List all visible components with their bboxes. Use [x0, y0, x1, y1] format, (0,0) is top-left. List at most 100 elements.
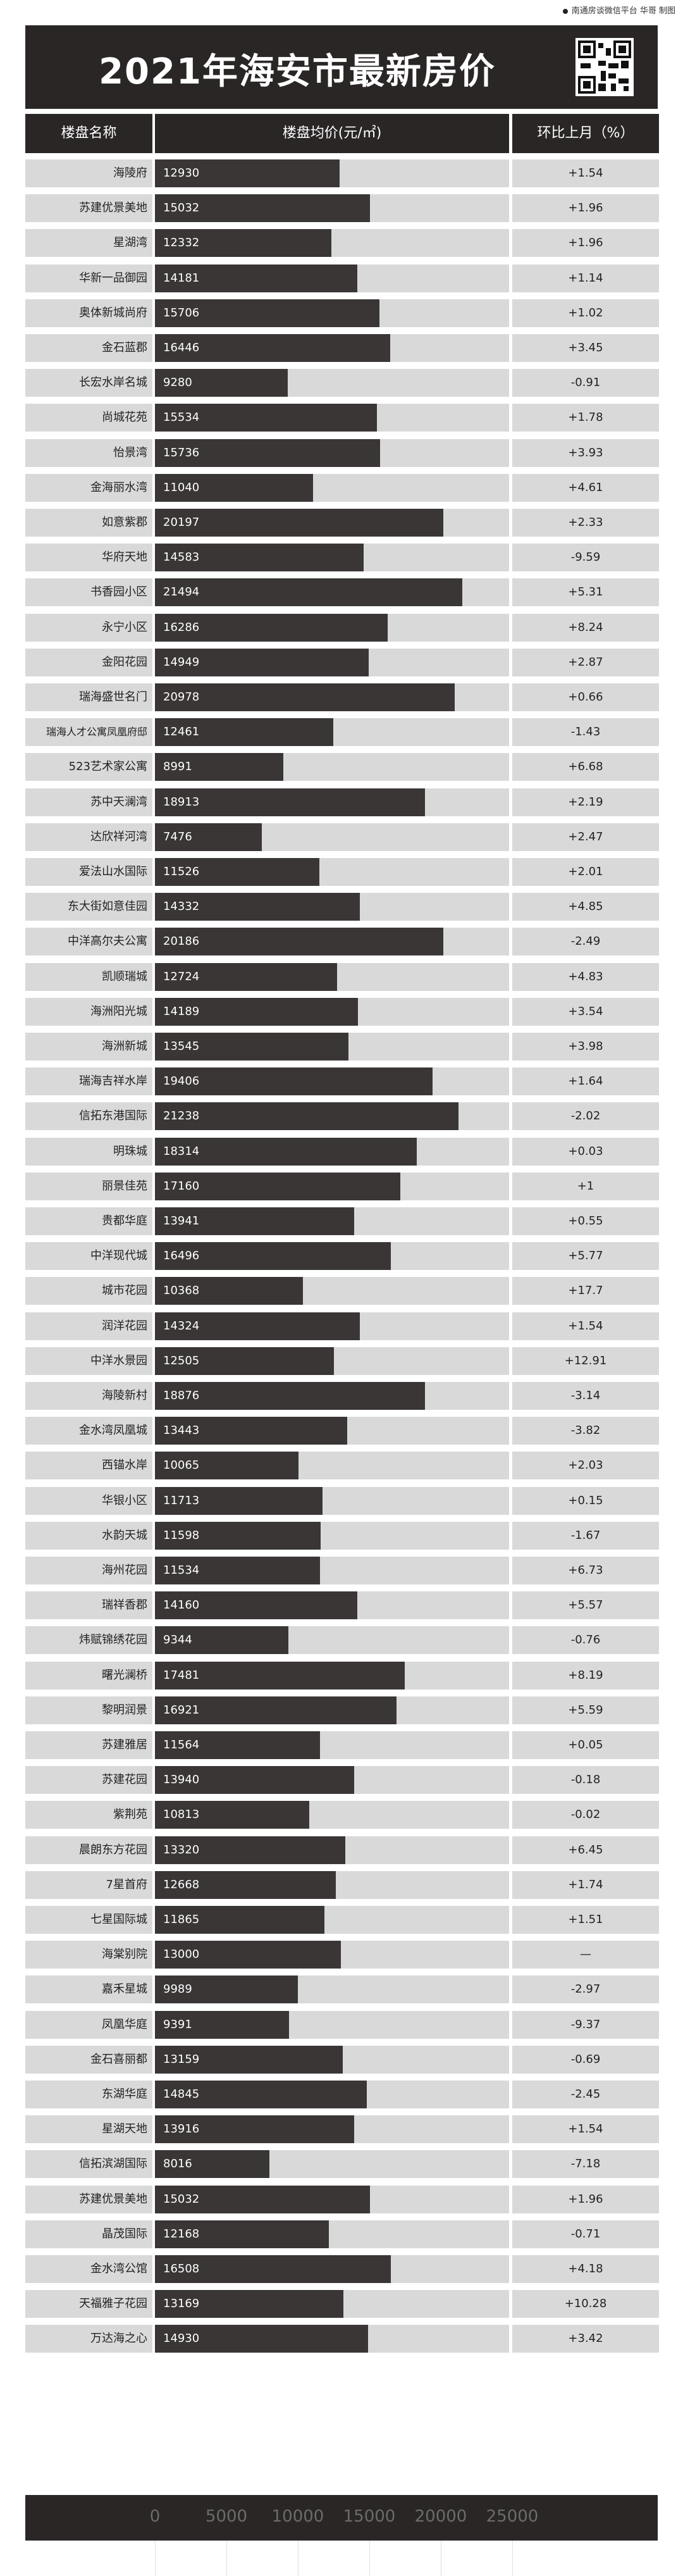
row-name: 523艺术家公寓 — [25, 753, 152, 781]
price-bar — [155, 649, 369, 676]
column-header-price: 楼盘均价(元/㎡) — [155, 114, 509, 153]
row-name: 东大街如意佳园 — [25, 893, 152, 921]
row-name: 苏建雅居 — [25, 1731, 152, 1759]
bar-value-label: 18913 — [163, 795, 200, 809]
change-value: +1.54 — [512, 159, 659, 187]
row-name: 7星首府 — [25, 1871, 152, 1899]
row-name: 润洋花园 — [25, 1312, 152, 1340]
price-bar — [155, 1207, 354, 1235]
bar-value-label: 8016 — [163, 2157, 192, 2170]
row-name: 中洋高尔夫公寓 — [25, 928, 152, 955]
row-name: 长宏水岸名城 — [25, 369, 152, 397]
row-name: 金阳花园 — [25, 649, 152, 676]
price-bar — [155, 1801, 309, 1829]
change-value: +1.96 — [512, 2186, 659, 2213]
row-name: 苏建优景美地 — [25, 194, 152, 222]
bar-value-label: 14189 — [163, 1005, 200, 1018]
change-value: +1.78 — [512, 404, 659, 432]
change-value: +6.73 — [512, 1557, 659, 1584]
row-name: 如意紫郡 — [25, 509, 152, 537]
change-value: +6.68 — [512, 753, 659, 781]
change-value: -7.18 — [512, 2150, 659, 2178]
price-bar — [155, 1277, 303, 1305]
bar-value-label: 14930 — [163, 2332, 200, 2345]
change-value: +1.96 — [512, 194, 659, 222]
row-name: 明珠城 — [25, 1138, 152, 1166]
bar-value-label: 10813 — [163, 1808, 200, 1821]
bar-value-label: 15032 — [163, 201, 200, 215]
bar-value-label: 14324 — [163, 1319, 200, 1333]
bar-value-label: 16508 — [163, 2262, 200, 2275]
bar-value-label: 12461 — [163, 725, 200, 738]
bar-value-label: 11534 — [163, 1564, 200, 1577]
change-value: +0.55 — [512, 1207, 659, 1235]
change-value: +5.77 — [512, 1242, 659, 1270]
price-bar — [155, 194, 370, 222]
change-value: +3.98 — [512, 1033, 659, 1061]
change-value: +4.85 — [512, 893, 659, 921]
price-bar — [155, 893, 360, 921]
row-name: 瑞海盛世名门 — [25, 683, 152, 711]
bar-value-label: 14160 — [163, 1598, 200, 1612]
price-bar — [155, 299, 379, 327]
row-name: 城市花园 — [25, 1277, 152, 1305]
bar-value-label: 15534 — [163, 411, 200, 424]
bar-value-label: 14332 — [163, 900, 200, 913]
price-bar — [155, 229, 331, 257]
x-tick-label: 20000 — [414, 2507, 467, 2526]
row-name: 海洲新城 — [25, 1033, 152, 1061]
change-value: -0.69 — [512, 2046, 659, 2074]
change-value: +1.96 — [512, 229, 659, 257]
change-value: +0.66 — [512, 683, 659, 711]
price-bar — [155, 1102, 458, 1130]
bar-value-label: 14845 — [163, 2088, 200, 2101]
price-bar — [155, 2186, 370, 2213]
row-name: 丽景佳苑 — [25, 1173, 152, 1200]
row-name: 星湖天地 — [25, 2115, 152, 2143]
bar-value-label: 12505 — [163, 1354, 200, 1367]
row-name: 海棠别院 — [25, 1941, 152, 1969]
row-name: 怡景湾 — [25, 439, 152, 467]
price-bar — [155, 858, 319, 886]
bar-value-label: 13169 — [163, 2297, 200, 2310]
change-value: +10.28 — [512, 2290, 659, 2318]
row-name: 苏中天澜湾 — [25, 788, 152, 816]
bar-value-label: 12168 — [163, 2227, 200, 2241]
price-bar — [155, 998, 358, 1026]
price-bar — [155, 1487, 323, 1515]
change-value: +12.91 — [512, 1347, 659, 1375]
row-name: 金水湾公馆 — [25, 2255, 152, 2283]
bar-value-label: 8991 — [163, 760, 192, 773]
source-note: 南通房谈微信平台 华哥 制图 — [562, 4, 675, 16]
chart-title: 2021年海安市最新房价 — [99, 51, 496, 92]
row-name: 华银小区 — [25, 1487, 152, 1515]
price-bar — [155, 1173, 400, 1200]
row-name: 万达海之心 — [25, 2325, 152, 2353]
row-name: 苏建花园 — [25, 1766, 152, 1794]
row-name: 七星国际城 — [25, 1906, 152, 1934]
price-bar — [155, 1242, 391, 1270]
change-value: +1.14 — [512, 264, 659, 292]
change-value: -0.91 — [512, 369, 659, 397]
change-value: +0.05 — [512, 1731, 659, 1759]
x-tick-label: 5000 — [205, 2507, 248, 2526]
change-value: +0.15 — [512, 1487, 659, 1515]
row-name: 海陵府 — [25, 159, 152, 187]
price-bar — [155, 1067, 433, 1095]
row-name: 贵都华庭 — [25, 1207, 152, 1235]
price-bar — [155, 1836, 345, 1864]
price-bar — [155, 474, 313, 502]
row-name: 中洋现代城 — [25, 1242, 152, 1270]
bar-value-label: 14949 — [163, 656, 200, 669]
price-bar — [155, 1696, 397, 1724]
change-value: -3.82 — [512, 1417, 659, 1445]
price-bar — [155, 1138, 417, 1166]
price-bar — [155, 2325, 368, 2353]
bar-value-label: 17160 — [163, 1179, 200, 1193]
change-value: +2.19 — [512, 788, 659, 816]
row-name: 曙光澜桥 — [25, 1662, 152, 1689]
change-value: -2.02 — [512, 1102, 659, 1130]
bar-value-label: 13443 — [163, 1424, 200, 1437]
bar-value-label: 17481 — [163, 1669, 200, 1682]
price-bar — [155, 404, 377, 432]
